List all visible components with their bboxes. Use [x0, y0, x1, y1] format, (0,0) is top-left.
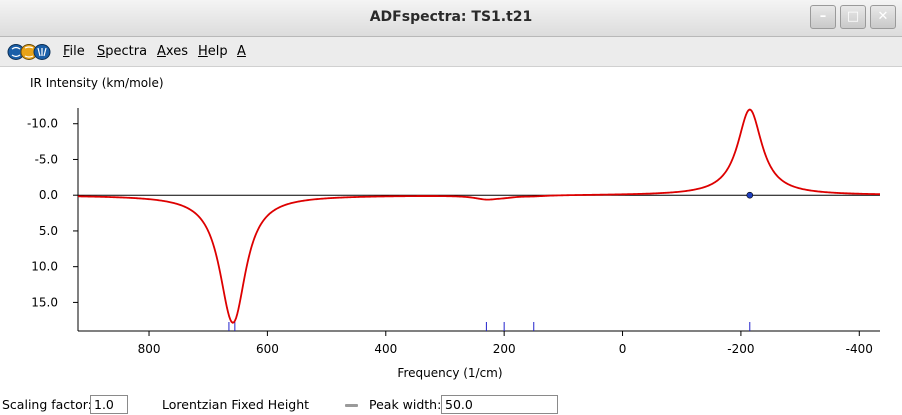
selected-peak-group[interactable]	[746, 191, 754, 199]
spectrum-chart[interactable]: IR Intensity (km/mole) Frequency (1/cm) …	[0, 67, 902, 393]
spectrum-curve-group	[77, 108, 881, 324]
x-axis-label: Frequency (1/cm)	[397, 366, 502, 380]
close-button[interactable]: ✕	[870, 5, 896, 29]
peak-width-input[interactable]	[441, 395, 558, 414]
y-tick-label: 10.0	[31, 260, 58, 274]
selected-peak-marker[interactable]	[746, 191, 754, 199]
y-tick-label: -5.0	[35, 152, 58, 166]
menu-bar: File Spectra Axes Help A	[0, 37, 902, 67]
menu-a[interactable]: A	[237, 44, 246, 59]
menu-spectra[interactable]: Spectra	[97, 44, 148, 59]
x-tick-label: -200	[727, 342, 754, 356]
y-tick-label: 15.0	[31, 295, 58, 309]
peak-width-toggle-icon[interactable]	[345, 404, 358, 407]
x-tick-label: 600	[256, 342, 279, 356]
window-titlebar[interactable]: ADFspectra: TS1.t21 – □ ✕	[0, 0, 902, 37]
x-tick-label: -400	[846, 342, 873, 356]
axes: -10.0 -5.0 0.0 5.0 10.0 15.0 800 600 400 200 0 -200…	[27, 108, 880, 356]
y-tick-label: 5.0	[39, 224, 58, 238]
peak-width-label: Peak width:	[369, 397, 442, 412]
minimize-button[interactable]: –	[810, 5, 836, 29]
window-title: ADFspectra: TS1.t21	[369, 9, 533, 25]
scaling-factor-label: Scaling factor:	[2, 397, 92, 412]
peak-sticks	[228, 322, 751, 331]
maximize-button[interactable]: □	[840, 5, 866, 29]
spectrum-plot[interactable]: IR Intensity (km/mole) Frequency (1/cm) …	[0, 67, 902, 393]
y-tick-label: -10.0	[27, 117, 58, 131]
menu-axes[interactable]: Axes	[157, 44, 188, 59]
menu-help[interactable]: Help	[198, 44, 228, 59]
x-tick-label: 400	[374, 342, 397, 356]
controls-bar: Scaling factor: Lorentzian Fixed Height …	[0, 393, 902, 415]
menu-file[interactable]: File	[63, 44, 85, 59]
y-tick-label: 0.0	[39, 188, 58, 202]
x-tick-label: 0	[619, 342, 627, 356]
y-axis-label: IR Intensity (km/mole)	[30, 76, 164, 90]
x-tick-label: 200	[493, 342, 516, 356]
scaling-factor-input[interactable]	[90, 395, 128, 414]
x-tick-label: 800	[138, 342, 161, 356]
scm-logo-icon[interactable]	[7, 43, 51, 61]
line-shape-label[interactable]: Lorentzian Fixed Height	[162, 397, 310, 412]
spectrum-curve	[77, 108, 881, 324]
